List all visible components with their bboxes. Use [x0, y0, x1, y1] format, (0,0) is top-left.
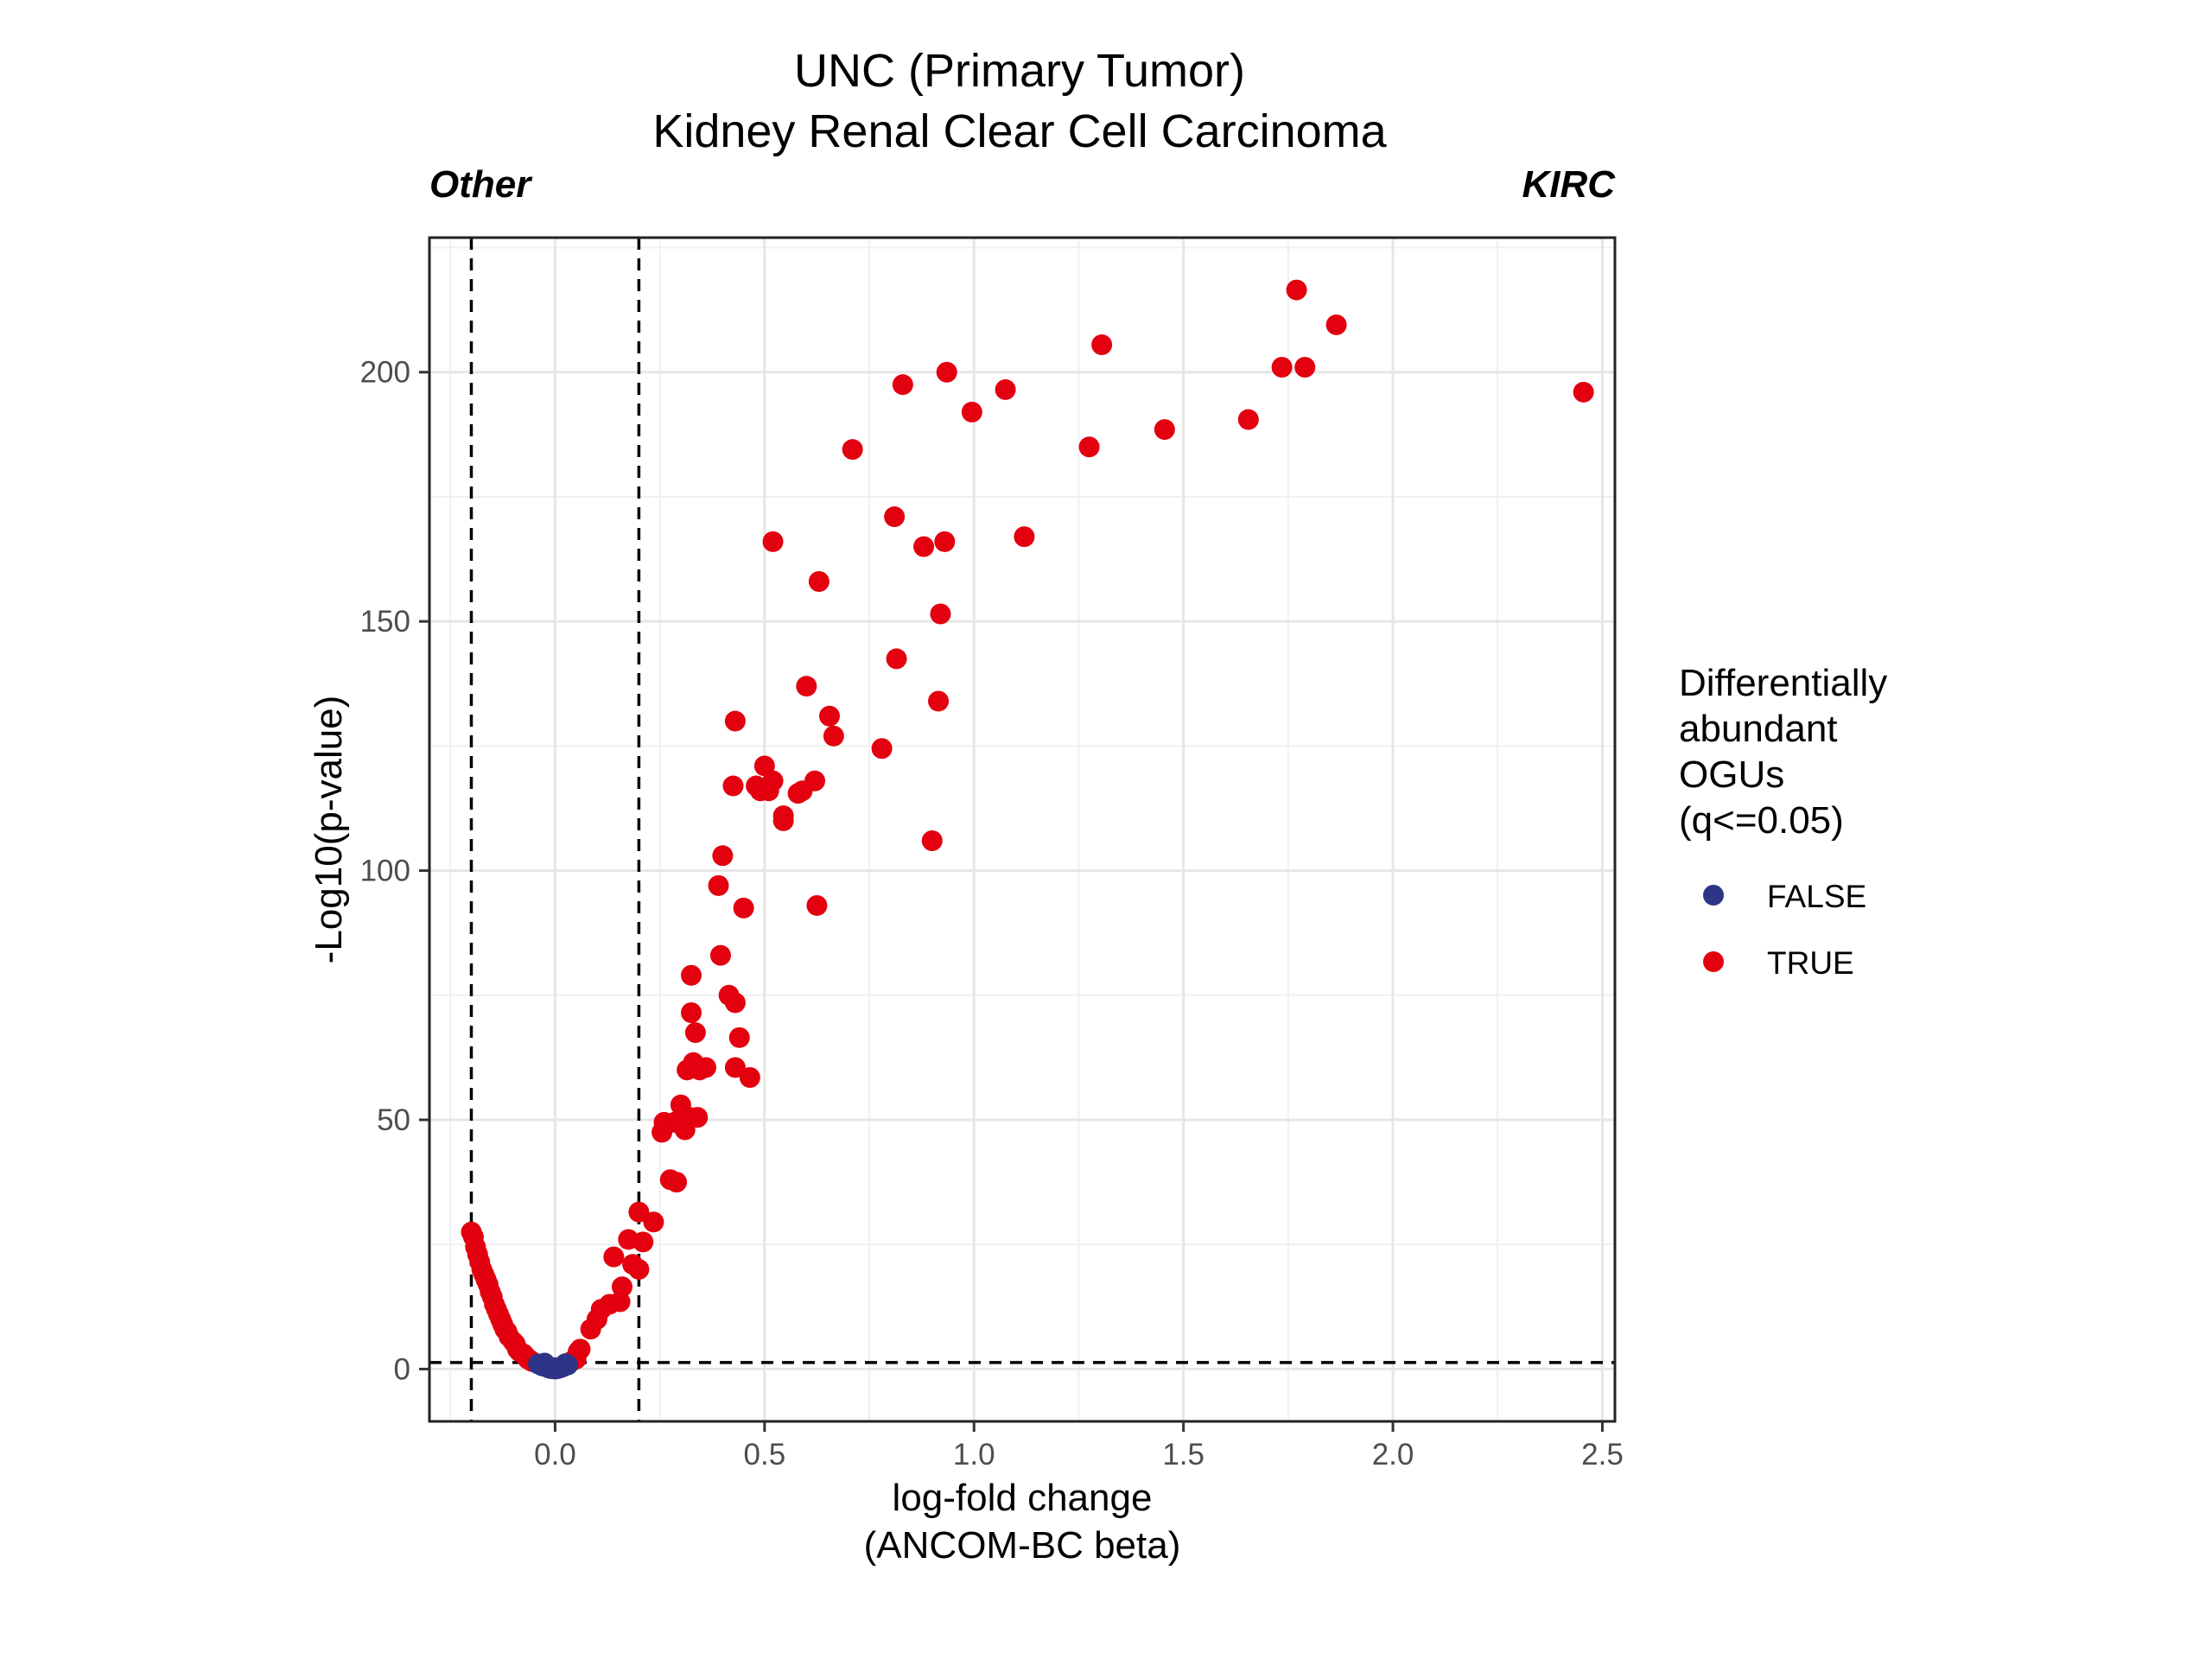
data-point-true: [632, 1231, 654, 1253]
legend-title-line-4: (q<=0.05): [1679, 799, 1844, 842]
data-point-true: [687, 1107, 709, 1128]
plot-panel-border: [428, 236, 1617, 1423]
data-point-true: [762, 531, 784, 552]
y-tick-label: 50: [377, 1103, 410, 1137]
data-point-true: [709, 944, 731, 966]
data-point-true: [921, 830, 943, 851]
data-point-true: [928, 690, 950, 712]
data-point-true: [762, 770, 784, 791]
grid-lines: [429, 238, 1615, 1421]
data-point-true: [1078, 436, 1100, 458]
data-point-true: [1237, 409, 1259, 430]
data-point-true: [1286, 279, 1307, 301]
data-point-true: [1091, 334, 1113, 356]
data-point-true: [995, 378, 1016, 400]
data-point-true: [1325, 314, 1347, 335]
data-point-true: [684, 1022, 706, 1044]
legend-title-line-1: Differentially: [1679, 662, 1887, 704]
legend-label-false: FALSE: [1767, 879, 1866, 914]
data-point-true: [739, 1066, 760, 1088]
y-axis-label: -Log10(p-value): [308, 696, 350, 964]
data-point-true: [722, 775, 744, 797]
x-axis-ticks: 0.0 0.5 1.0 1.5 2.0 2.5: [534, 1421, 1624, 1471]
data-point-true: [695, 1057, 716, 1078]
data-point-true: [884, 506, 906, 528]
y-tick-label: 150: [360, 605, 410, 639]
data-point-true: [823, 725, 844, 747]
data-point-true: [842, 439, 863, 461]
x-tick-label: 1.5: [1162, 1438, 1205, 1471]
data-point-true: [712, 845, 734, 867]
data-point-true: [772, 805, 794, 827]
left-annotation: Other: [429, 163, 533, 206]
data-point-true: [1573, 381, 1594, 403]
data-point-true: [724, 710, 746, 732]
legend-label-true: TRUE: [1767, 945, 1854, 981]
x-tick-label: 0.5: [744, 1438, 786, 1471]
data-point-true: [728, 1027, 750, 1048]
data-point-true: [708, 874, 729, 896]
y-axis-ticks: 0 50 100 150 200: [360, 356, 429, 1386]
data-point-true: [796, 676, 817, 697]
data-point-true: [961, 401, 982, 423]
x-tick-label: 1.0: [953, 1438, 995, 1471]
data-point-true: [818, 705, 840, 727]
legend-title-line-3: OGUs: [1679, 753, 1784, 796]
chart-subtitle: Kidney Renal Clear Cell Carcinoma: [652, 105, 1387, 157]
data-point-true: [808, 571, 830, 593]
data-point-true: [934, 531, 956, 552]
data-point-true: [871, 738, 893, 760]
data-point-true: [913, 536, 935, 557]
data-point-true: [612, 1276, 633, 1298]
data-point-true: [936, 361, 957, 383]
x-axis-label-sub: (ANCOM-BC beta): [864, 1524, 1181, 1567]
data-point-true: [569, 1338, 591, 1360]
chart-title: UNC (Primary Tumor): [794, 45, 1245, 97]
data-point-true: [681, 964, 702, 986]
data-point-true: [1154, 419, 1175, 441]
legend-key-false: [1703, 885, 1724, 906]
data-point-true: [628, 1259, 650, 1281]
y-tick-label: 200: [360, 356, 410, 390]
data-point-true: [643, 1211, 664, 1233]
x-tick-label: 0.0: [534, 1438, 576, 1471]
x-axis-label: log-fold change: [893, 1477, 1153, 1519]
data-point-true: [892, 374, 913, 396]
data-point-true: [930, 603, 951, 625]
legend-key-true: [1703, 951, 1724, 972]
x-tick-label: 2.0: [1372, 1438, 1414, 1471]
legend: Differentially abundant OGUs (q<=0.05) F…: [1679, 662, 1887, 981]
data-point-true: [628, 1201, 650, 1223]
data-point-true: [1271, 356, 1293, 378]
data-point-true: [724, 1057, 746, 1078]
data-point-true: [681, 1001, 702, 1023]
data-point-true: [1014, 526, 1035, 548]
data-point-true: [806, 894, 828, 916]
data-point-true: [603, 1246, 625, 1268]
data-point-false: [544, 1357, 566, 1378]
right-annotation: KIRC: [1522, 163, 1616, 206]
legend-title-line-2: abundant: [1679, 708, 1838, 750]
y-tick-label: 0: [394, 1352, 410, 1386]
y-tick-label: 100: [360, 855, 410, 888]
data-point-true: [666, 1172, 688, 1193]
x-tick-label: 2.5: [1581, 1438, 1624, 1471]
data-points: [461, 279, 1594, 1380]
data-point-true: [733, 897, 754, 918]
data-point-true: [724, 992, 746, 1014]
data-point-true: [886, 648, 907, 670]
data-point-true: [1294, 356, 1316, 378]
data-point-true: [804, 770, 826, 791]
